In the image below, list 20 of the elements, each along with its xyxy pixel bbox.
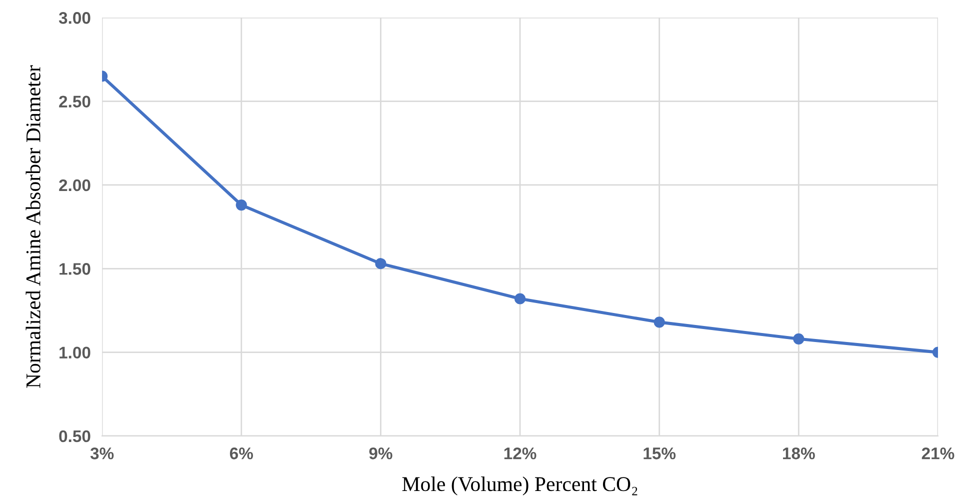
y-tick-label: 3.00 — [58, 12, 90, 24]
point — [375, 258, 386, 270]
x-tick-label: 18% — [783, 448, 815, 460]
point — [654, 316, 665, 328]
y-tick-label: 2.00 — [59, 179, 90, 192]
y-tick-label: 0.50 — [59, 430, 90, 442]
point — [514, 293, 526, 304]
y-tick-label: 1.50 — [60, 263, 90, 275]
y-axis-title: Normalized Amine Absorber Diameter — [26, 65, 40, 388]
x-tick-label: 9% — [369, 448, 392, 460]
y-tick-label: 1.00 — [60, 346, 90, 358]
x-tick-label: 15% — [644, 448, 676, 460]
point — [793, 333, 804, 344]
x-axis-title: Mole (Volume) Percent CO₂ — [402, 476, 638, 496]
x-tick-label: 6% — [230, 448, 253, 460]
x-tick-label: 21% — [922, 448, 954, 460]
point — [236, 199, 247, 211]
y-tick-label: 2.50 — [59, 96, 90, 108]
x-tick-label: 3% — [90, 448, 114, 460]
x-tick-label: 12% — [504, 448, 536, 460]
